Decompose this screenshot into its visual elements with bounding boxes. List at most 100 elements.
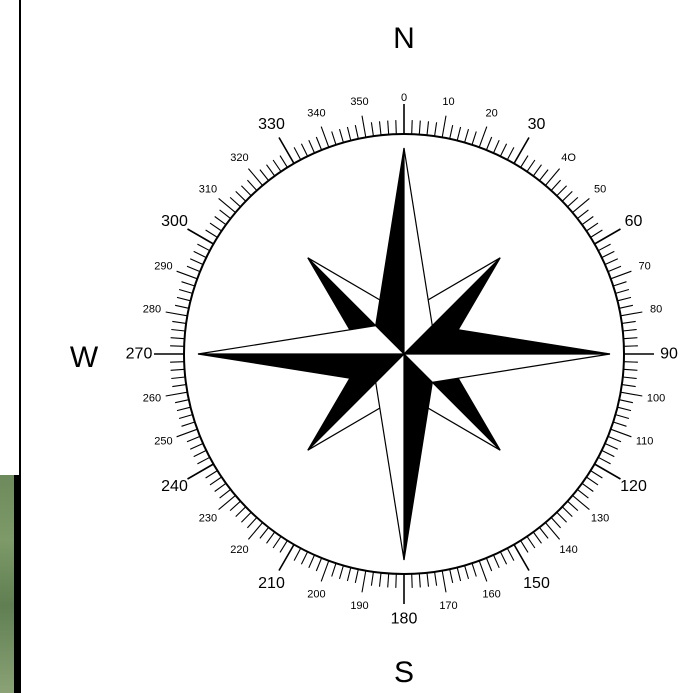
degree-tick — [320, 560, 330, 582]
degree-tick — [586, 476, 599, 486]
north-label: N — [393, 22, 415, 55]
degree-tick — [478, 126, 488, 148]
degree-tick — [610, 428, 632, 438]
degree-tick — [308, 554, 316, 569]
degree-labels: 0 10 20 30 4O 50 60 70 80 90 100 110 120 130 140 150 160… — [126, 92, 678, 628]
degree-tick — [176, 428, 198, 438]
degree-tick — [426, 121, 430, 136]
degree-tick — [395, 120, 397, 135]
degree-tick — [219, 488, 231, 499]
photo-border — [14, 475, 21, 693]
degree-tick — [219, 209, 231, 220]
degree-tick — [426, 572, 430, 587]
degree-tick — [561, 191, 573, 202]
west-label: W — [70, 341, 99, 374]
degree-tick — [370, 122, 374, 137]
degree-tick — [621, 384, 636, 388]
degree-tick — [279, 155, 288, 168]
degree-tick — [544, 522, 561, 540]
degree-label: 260 — [143, 393, 161, 405]
degree-tick — [441, 115, 447, 138]
degree-tick — [418, 120, 421, 135]
degree-tick — [205, 470, 218, 479]
degree-tick — [434, 571, 438, 586]
degree-tick — [218, 494, 236, 511]
degree-tick — [176, 406, 191, 412]
degree-tick — [597, 456, 611, 465]
degree-tick — [331, 131, 337, 145]
degree-tick — [594, 228, 621, 245]
degree-label: 170 — [439, 600, 457, 612]
degree-tick — [209, 476, 222, 486]
degree-tick — [617, 406, 632, 412]
degree-tick — [567, 196, 579, 208]
degree-tick — [370, 571, 374, 586]
degree-tick — [315, 557, 323, 572]
degree-tick — [610, 270, 632, 280]
degree-tick — [464, 565, 470, 580]
degree-label: 270 — [126, 346, 153, 363]
degree-tick — [556, 185, 567, 197]
degree-tick — [456, 567, 462, 582]
degree-tick — [387, 573, 390, 588]
degree-label: 130 — [591, 513, 609, 525]
degree-tick — [532, 531, 542, 544]
degree-tick — [567, 500, 579, 512]
degree-tick — [279, 540, 288, 553]
degree-tick — [170, 345, 185, 347]
degree-tick — [581, 216, 594, 226]
degree-tick — [520, 540, 529, 553]
degree-tick — [193, 250, 207, 259]
degree-tick — [172, 384, 187, 388]
degree-tick — [197, 456, 211, 465]
degree-tick — [320, 126, 330, 148]
degree-label: 230 — [199, 513, 217, 525]
degree-tick — [613, 281, 627, 287]
degree-tick — [174, 399, 189, 404]
degree-tick — [607, 265, 622, 273]
degree-label: 280 — [143, 304, 161, 316]
degree-tick — [387, 120, 390, 135]
degree-tick — [187, 463, 214, 480]
degree-tick — [361, 570, 367, 593]
degree-tick — [544, 168, 561, 186]
degree-label: 320 — [230, 152, 248, 164]
degree-label: 10 — [442, 96, 454, 108]
degree-tick — [550, 517, 562, 529]
degree-tick — [471, 563, 477, 577]
degree-tick — [506, 547, 515, 561]
degree-tick — [338, 128, 344, 143]
degree-tick — [434, 122, 438, 137]
degree-label: 290 — [154, 260, 172, 272]
degree-tick — [214, 482, 227, 492]
degree-tick — [572, 494, 590, 511]
degree-tick — [597, 243, 611, 252]
degree-tick — [378, 121, 382, 136]
degree-tick — [266, 164, 276, 177]
degree-tick — [354, 569, 359, 584]
degree-tick — [615, 414, 630, 420]
degree-tick — [278, 544, 295, 571]
degree-tick — [278, 137, 295, 164]
degree-tick — [187, 228, 214, 245]
left-image-panel — [0, 0, 21, 693]
degree-label: 60 — [625, 213, 643, 230]
degree-tick — [293, 547, 302, 561]
degree-tick — [272, 536, 282, 549]
degree-label: 90 — [660, 346, 678, 363]
degree-tick — [178, 414, 193, 420]
degree-tick — [620, 311, 643, 317]
degree-tick — [171, 328, 186, 332]
degree-tick — [572, 197, 590, 214]
degree-label: 70 — [638, 260, 650, 272]
degree-label: 180 — [391, 611, 418, 628]
degree-tick — [241, 511, 252, 523]
degree-tick — [449, 124, 454, 139]
degree-tick — [171, 376, 186, 380]
degree-tick — [170, 337, 185, 340]
degree-tick — [178, 288, 193, 294]
degree-label: 150 — [523, 575, 550, 592]
degree-tick — [331, 563, 337, 577]
degree-tick — [622, 328, 637, 332]
degree-tick — [621, 320, 636, 324]
